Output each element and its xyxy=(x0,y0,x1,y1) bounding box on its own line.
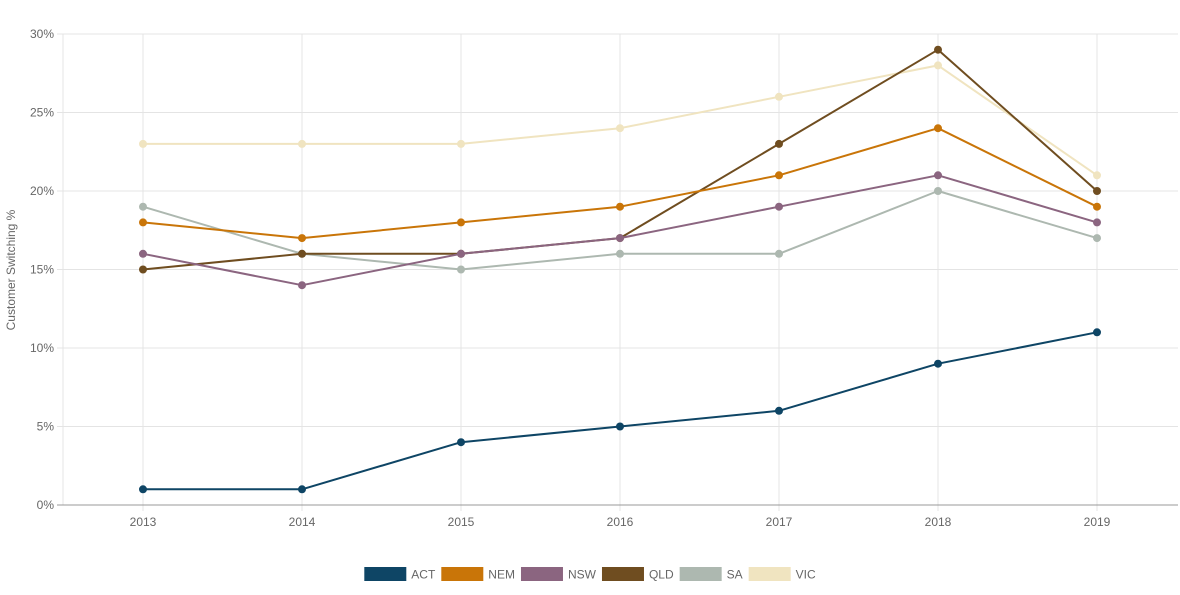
legend-item-nsw[interactable]: NSW xyxy=(520,567,597,582)
data-point-sa[interactable] xyxy=(457,265,465,274)
x-tick-label: 2016 xyxy=(607,515,634,529)
data-point-vic[interactable] xyxy=(775,92,783,101)
y-tick-label: 10% xyxy=(30,341,54,355)
data-point-qld[interactable] xyxy=(1093,187,1101,195)
legend-item-nem[interactable]: NEM xyxy=(441,567,515,582)
legend-swatch xyxy=(679,567,722,581)
y-tick-label: 20% xyxy=(30,184,54,198)
legend-item-act[interactable]: ACT xyxy=(364,567,436,582)
data-point-sa[interactable] xyxy=(139,202,147,211)
x-tick-label: 2019 xyxy=(1084,515,1111,529)
data-point-qld[interactable] xyxy=(775,139,783,148)
x-tick-label: 2014 xyxy=(289,515,316,529)
data-point-vic[interactable] xyxy=(1093,171,1101,180)
legend-swatch xyxy=(441,567,484,581)
data-point-act[interactable] xyxy=(775,406,783,415)
x-tick-label: 2013 xyxy=(130,515,157,529)
legend-label: VIC xyxy=(796,568,816,582)
y-tick-label: 15% xyxy=(30,263,54,277)
data-point-nsw[interactable] xyxy=(1093,218,1101,227)
data-point-nem[interactable] xyxy=(616,202,624,211)
series-act xyxy=(139,328,1101,494)
data-point-act[interactable] xyxy=(457,438,465,447)
data-point-nem[interactable] xyxy=(139,218,147,227)
data-point-nem[interactable] xyxy=(1093,202,1101,211)
data-point-nem[interactable] xyxy=(457,218,465,227)
legend-item-qld[interactable]: QLD xyxy=(601,567,674,582)
legend-swatch xyxy=(748,567,791,581)
series-vic xyxy=(139,61,1101,180)
y-tick-label: 30% xyxy=(30,27,54,41)
data-point-vic[interactable] xyxy=(934,61,942,70)
legend-label: QLD xyxy=(649,568,674,582)
data-point-sa[interactable] xyxy=(775,249,783,258)
axes: 0% 5% 10% 15% 20% 25% 30% 2013 2014 2015 2016 2017 2… xyxy=(30,27,1178,529)
y-axis-title: Customer Switching % xyxy=(4,209,18,330)
data-point-act[interactable] xyxy=(139,485,147,494)
legend-label: NSW xyxy=(568,568,597,582)
data-point-nem[interactable] xyxy=(934,124,942,133)
data-point-act[interactable] xyxy=(1093,328,1101,337)
legend-swatch xyxy=(364,567,407,581)
data-point-sa[interactable] xyxy=(1093,234,1101,243)
data-point-qld[interactable] xyxy=(934,45,942,54)
y-tick-label: 25% xyxy=(30,106,54,120)
grid xyxy=(57,33,1178,511)
series-nsw xyxy=(139,171,1101,290)
data-point-vic[interactable] xyxy=(298,139,306,148)
legend-label: SA xyxy=(727,568,743,582)
legend[interactable]: ACT NEM NSW QLD SA VIC xyxy=(364,567,816,582)
legend-swatch xyxy=(520,567,563,581)
x-tick-label: 2015 xyxy=(448,515,475,529)
data-point-qld[interactable] xyxy=(298,249,306,258)
x-tick-label: 2017 xyxy=(766,515,793,529)
data-point-act[interactable] xyxy=(934,359,942,368)
data-point-nem[interactable] xyxy=(298,234,306,243)
data-point-vic[interactable] xyxy=(457,139,465,148)
series-nem xyxy=(139,124,1101,243)
data-point-vic[interactable] xyxy=(616,124,624,133)
data-point-nsw[interactable] xyxy=(139,249,147,258)
legend-item-vic[interactable]: VIC xyxy=(748,567,816,582)
data-point-sa[interactable] xyxy=(616,249,624,258)
data-point-sa[interactable] xyxy=(934,187,942,195)
data-point-nsw[interactable] xyxy=(934,171,942,180)
data-point-act[interactable] xyxy=(298,485,306,494)
data-point-vic[interactable] xyxy=(139,139,147,148)
data-point-qld[interactable] xyxy=(139,265,147,274)
series-layer xyxy=(139,45,1101,494)
data-point-act[interactable] xyxy=(616,422,624,431)
legend-label: NEM xyxy=(488,568,515,582)
legend-item-sa[interactable]: SA xyxy=(679,567,743,582)
y-tick-label: 5% xyxy=(37,420,55,434)
legend-swatch xyxy=(601,567,644,581)
y-tick-label: 0% xyxy=(37,498,55,512)
legend-label: ACT xyxy=(411,568,436,582)
data-point-nem[interactable] xyxy=(775,171,783,180)
data-point-nsw[interactable] xyxy=(298,281,306,290)
x-tick-label: 2018 xyxy=(925,515,952,529)
data-point-nsw[interactable] xyxy=(457,249,465,258)
data-point-nsw[interactable] xyxy=(616,234,624,243)
data-point-nsw[interactable] xyxy=(775,202,783,211)
